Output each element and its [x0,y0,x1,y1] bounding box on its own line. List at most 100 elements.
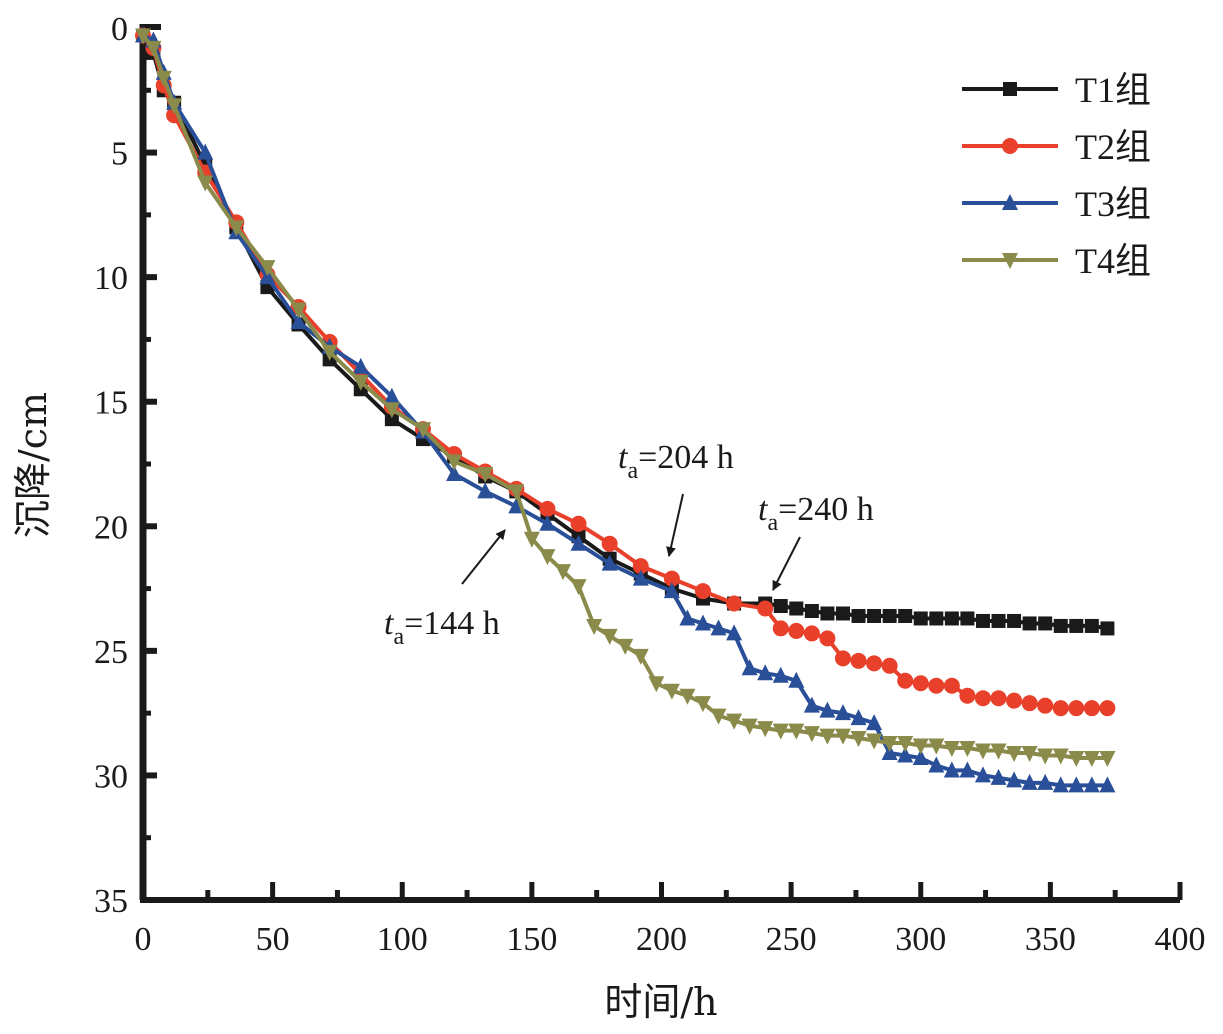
data-point [912,738,929,755]
data-point [1099,750,1116,767]
data-point [834,704,851,721]
annotation-label: ta=144 h [384,605,500,650]
data-point [601,628,618,645]
data-point [898,608,913,623]
legend-item-3: T3组 [962,184,1151,224]
data-point [990,768,1007,785]
data-point [1021,695,1038,712]
data-point [710,708,727,725]
data-point [757,721,774,738]
legend-label: T3组 [1075,184,1151,224]
data-point [990,743,1007,760]
data-point [166,98,183,115]
data-point [912,675,929,692]
annotation-1: ta=144 h [384,529,506,650]
data-point [959,761,976,778]
data-point [135,28,151,45]
data-point [834,650,851,667]
data-point [321,344,338,361]
x-tick-label: 250 [766,921,817,958]
data-point [726,624,743,641]
data-point [601,554,618,571]
data-point [1083,700,1100,717]
data-point [929,611,944,626]
data-point [881,736,898,753]
x-tick-label: 50 [256,921,290,958]
data-point [601,535,618,552]
data-point [1068,750,1085,767]
data-point [835,606,850,621]
data-point [850,731,867,748]
data-point [1038,616,1053,631]
series-layer [135,26,1116,793]
data-point [974,743,991,760]
x-tick-label: 200 [636,921,687,958]
data-point [352,374,369,391]
data-point [912,748,929,765]
legend-marker-icon [1003,82,1017,96]
y-tick-label: 5 [111,136,128,173]
data-point [228,220,245,237]
data-point [446,464,463,481]
data-point [850,709,867,726]
data-point [897,672,914,689]
legend-label: T1组 [1075,70,1151,110]
legend-label: T4组 [1075,241,1151,281]
data-point [772,666,789,683]
data-point [570,515,587,532]
data-point [928,756,945,773]
data-point [928,677,945,694]
data-point [943,677,960,694]
data-point [1099,776,1116,793]
data-point [1083,750,1100,767]
data-point [1052,700,1069,717]
data-point [834,728,851,745]
y-axis-title: 沉降/cm [11,392,55,538]
y-tick-label: 30 [94,758,128,795]
data-point [1083,776,1100,793]
data-point [788,723,805,740]
data-point [694,614,711,631]
annotation-subscript: a [767,510,778,536]
annotations: ta=144 hta=204 hta=240 h [384,439,874,650]
data-point [867,608,882,623]
data-point [414,422,431,439]
legend-item-4: T4组 [962,241,1151,281]
data-point [383,387,400,404]
data-point [1022,616,1037,631]
data-point [943,761,960,778]
data-point [772,723,789,740]
data-point [155,70,172,87]
data-point [145,40,162,57]
data-point [820,606,835,621]
data-point [508,484,525,501]
data-point [959,687,976,704]
x-tick-label: 150 [506,921,557,958]
legend-label: T2组 [1075,127,1151,167]
data-point [851,608,866,623]
data-point [803,625,820,642]
data-point [881,657,898,674]
data-point [772,620,789,637]
data-point [679,688,696,705]
annotation-value: =204 h [638,439,734,476]
data-point [944,611,959,626]
data-point [539,549,556,566]
data-point [679,609,696,626]
data-point [788,622,805,639]
series-3 [135,26,1116,793]
data-point [1084,618,1099,633]
data-point [943,741,960,758]
x-tick-label: 400 [1155,921,1206,958]
data-point [819,630,836,647]
data-point [446,454,463,471]
data-point [913,611,928,626]
annotation-label: ta=240 h [758,491,874,536]
data-point [959,741,976,758]
data-point [1021,746,1038,763]
data-point [1099,700,1116,717]
annotation-value: =144 h [404,605,500,642]
data-point [803,726,820,743]
data-point [477,482,494,499]
data-point [991,613,1006,628]
